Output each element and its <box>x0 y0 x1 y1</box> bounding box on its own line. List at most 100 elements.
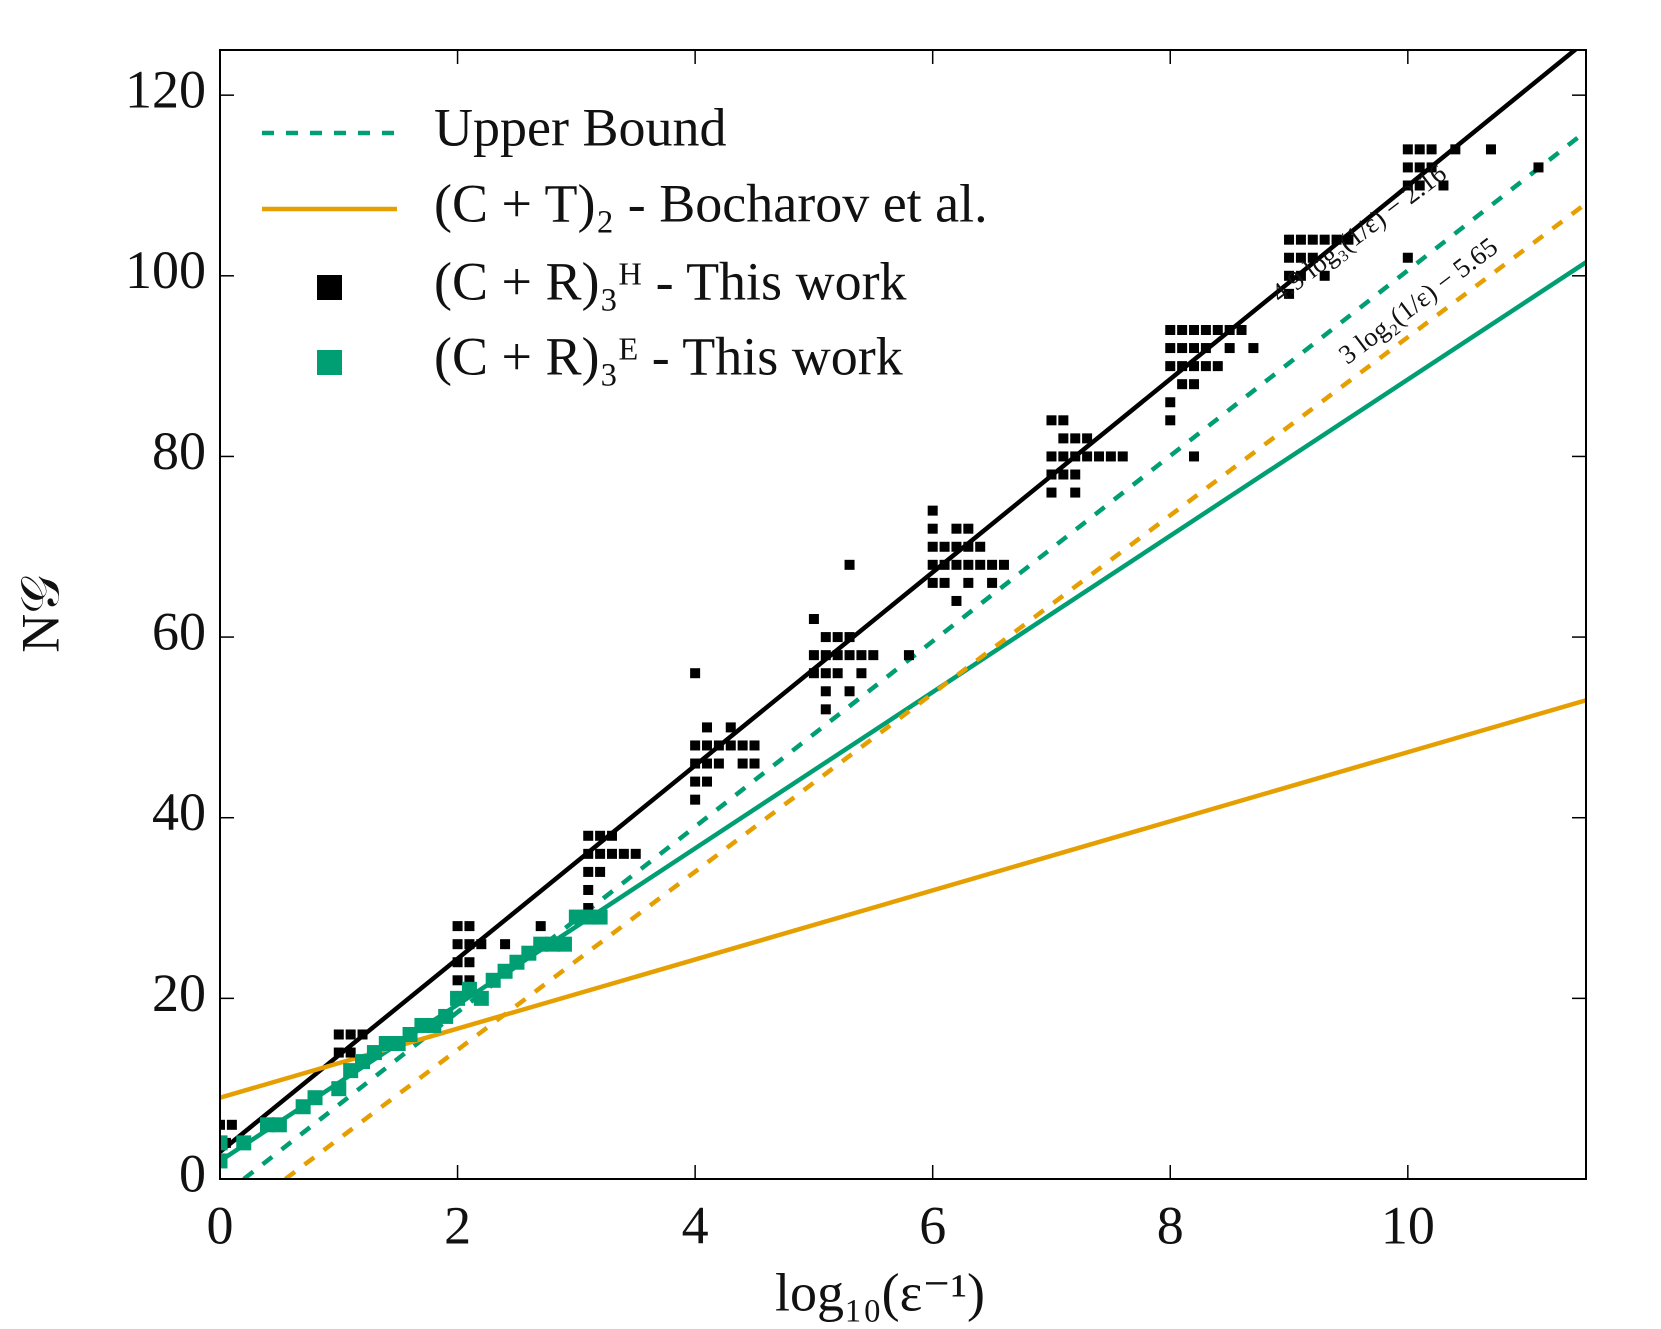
data-point <box>1070 451 1081 462</box>
data-point <box>260 1117 276 1133</box>
y-tick-label: 60 <box>152 601 206 661</box>
data-point <box>903 650 914 661</box>
data-point <box>1414 180 1425 191</box>
data-point <box>452 957 463 968</box>
fit-line <box>220 50 1579 1154</box>
data-point <box>844 632 855 643</box>
data-point <box>749 758 760 769</box>
data-point <box>963 559 974 570</box>
data-point <box>452 975 463 986</box>
legend-label: Upper Bound <box>434 97 726 157</box>
plot-area <box>220 50 1586 1179</box>
data-point <box>345 1029 356 1040</box>
data-point <box>713 740 724 751</box>
data-point <box>844 559 855 570</box>
series-line <box>242 129 1586 1179</box>
data-point <box>1165 343 1176 354</box>
data-point <box>331 1081 347 1097</box>
data-point <box>438 1008 454 1024</box>
x-tick-label: 6 <box>919 1195 946 1255</box>
data-point <box>808 650 819 661</box>
data-point <box>702 740 713 751</box>
data-point <box>1165 397 1176 408</box>
data-point <box>464 975 475 986</box>
data-point <box>1177 343 1188 354</box>
data-point <box>1426 144 1437 155</box>
data-point <box>975 541 986 552</box>
data-point <box>844 650 855 661</box>
data-point <box>1402 144 1413 155</box>
data-point <box>1402 180 1413 191</box>
data-point <box>951 541 962 552</box>
data-point <box>630 848 641 859</box>
data-point <box>1058 469 1069 480</box>
data-point <box>939 577 950 588</box>
data-point <box>844 686 855 697</box>
data-point <box>1485 144 1496 155</box>
data-point <box>1533 162 1544 173</box>
legend-marker <box>317 350 342 375</box>
data-point <box>1414 162 1425 173</box>
data-point <box>307 1090 323 1106</box>
annotation: 3 log₂(1/ε) − 5.65 <box>1333 231 1503 370</box>
data-point <box>1058 433 1069 444</box>
x-tick-label: 0 <box>207 1195 234 1255</box>
data-point <box>832 632 843 643</box>
y-axis-label: N𝒢 <box>10 575 70 652</box>
data-point <box>1177 379 1188 390</box>
data-point <box>473 990 489 1006</box>
legend-marker <box>317 275 342 300</box>
data-point <box>236 1135 252 1151</box>
data-point <box>500 939 511 950</box>
data-point <box>1224 324 1235 335</box>
data-point <box>1402 162 1413 173</box>
data-point <box>690 758 701 769</box>
data-point <box>1343 234 1354 245</box>
x-tick-label: 8 <box>1157 1195 1184 1255</box>
data-point <box>987 577 998 588</box>
data-point <box>856 650 867 661</box>
data-point <box>1438 180 1449 191</box>
data-point <box>1058 451 1069 462</box>
data-point <box>583 884 594 895</box>
data-point <box>975 559 986 570</box>
data-point <box>927 577 938 588</box>
data-point <box>987 559 998 570</box>
data-point <box>1165 361 1176 372</box>
data-point <box>1224 343 1235 354</box>
x-tick-label: 10 <box>1381 1195 1435 1255</box>
data-point <box>426 1017 442 1033</box>
y-tick-label: 40 <box>152 782 206 842</box>
data-point <box>1414 144 1425 155</box>
data-point <box>1189 451 1200 462</box>
data-point <box>1284 252 1295 263</box>
data-point <box>1212 324 1223 335</box>
data-point <box>595 830 606 841</box>
data-point <box>832 650 843 661</box>
data-point <box>485 972 501 988</box>
data-point <box>1295 270 1306 281</box>
data-point <box>820 650 831 661</box>
data-point <box>1331 234 1342 245</box>
data-point <box>713 758 724 769</box>
data-point <box>725 740 736 751</box>
data-point <box>820 704 831 715</box>
data-point <box>1307 252 1318 263</box>
data-point <box>1236 324 1247 335</box>
y-tick-label: 120 <box>125 60 206 120</box>
data-point <box>1070 433 1081 444</box>
data-point <box>690 794 701 805</box>
data-point <box>220 1135 228 1151</box>
data-point <box>1046 415 1057 426</box>
data-point <box>951 523 962 534</box>
data-point <box>1248 343 1259 354</box>
data-point <box>556 936 572 952</box>
data-point <box>1082 451 1093 462</box>
data-point <box>939 541 950 552</box>
y-tick-label: 100 <box>125 240 206 300</box>
data-point <box>1070 469 1081 480</box>
data-point <box>702 758 713 769</box>
data-point <box>606 848 617 859</box>
data-point <box>568 909 584 925</box>
